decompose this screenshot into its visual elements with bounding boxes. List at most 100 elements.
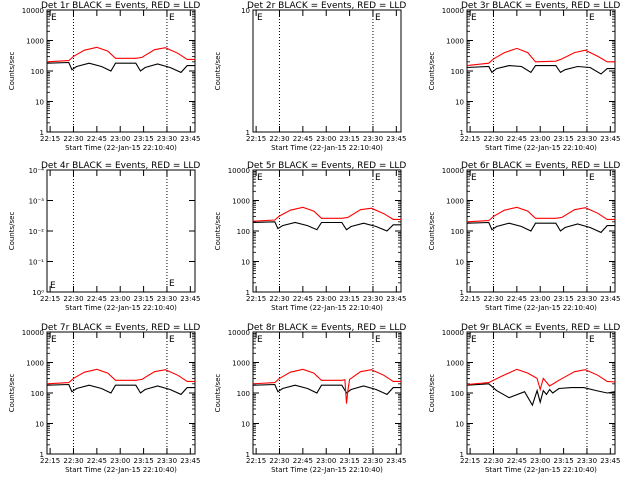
plot-title: Det 6r BLACK = Events, RED = LLD <box>461 161 620 171</box>
x-tick-label: 22:30 <box>483 135 503 143</box>
x-tick-label: 23:00 <box>316 295 336 303</box>
x-tick-label: 22:45 <box>293 457 313 465</box>
y-tick-label: 1 <box>40 129 44 137</box>
plot-frame <box>466 9 616 133</box>
y-axis-label: Counts/sec <box>428 212 436 251</box>
plot-frame <box>46 169 196 293</box>
event-flag-marker: E <box>257 13 263 23</box>
x-tick-label: 23:00 <box>316 457 336 465</box>
x-tick-label: 23:30 <box>577 295 597 303</box>
event-flag-marker: E <box>471 335 477 345</box>
event-flag-marker: E <box>589 13 595 23</box>
lld-series-line <box>252 206 401 222</box>
lld-series-line <box>466 368 616 392</box>
x-tick-label: 23:45 <box>386 135 406 143</box>
event-flag-marker: E <box>169 335 175 345</box>
x-tick-label: 23:15 <box>133 457 153 465</box>
x-tick-label: 23:15 <box>553 457 573 465</box>
plot-frame <box>252 9 402 133</box>
x-tick-label: 22:30 <box>269 295 289 303</box>
x-axis-label: Start Time (22-Jan-15 22:10:40) <box>271 144 383 152</box>
x-tick-label: 23:00 <box>530 457 550 465</box>
event-flag-marker: E <box>471 13 477 23</box>
event-flag-marker: E <box>375 335 381 345</box>
x-tick-label: 23:00 <box>110 295 130 303</box>
x-axis-label: Start Time (22-Jan-15 22:10:40) <box>271 466 383 474</box>
x-tick-label: 22:45 <box>293 295 313 303</box>
y-tick-label: 1 <box>246 129 250 137</box>
x-axis-label: Start Time (22-Jan-15 22:10:40) <box>485 466 597 474</box>
x-tick-label: 22:30 <box>483 295 503 303</box>
y-tick-label: 1000 <box>26 38 44 46</box>
x-tick-label: 23:30 <box>363 457 383 465</box>
x-tick-label: 23:00 <box>530 135 550 143</box>
plot-title: Det 8r BLACK = Events, RED = LLD <box>247 323 406 333</box>
x-tick-label: 23:15 <box>553 135 573 143</box>
event-flag-marker: E <box>589 173 595 183</box>
y-tick-label: 10 <box>241 7 250 15</box>
x-tick-label: 23:15 <box>339 295 359 303</box>
y-tick-label: 100 <box>237 228 250 236</box>
y-tick-label: 10000 <box>22 329 44 337</box>
lld-series-line <box>46 46 195 63</box>
lld-series-line <box>466 47 615 67</box>
event-flag-marker: E <box>51 13 57 23</box>
x-tick-label: 23:45 <box>386 295 406 303</box>
y-axis-label: Counts/sec <box>214 52 222 91</box>
x-tick-label: 23:45 <box>600 295 620 303</box>
y-tick-label: 1000 <box>232 360 250 368</box>
event-flag-marker: E <box>257 173 263 183</box>
x-tick-label: 22:45 <box>87 135 107 143</box>
lld-series-line <box>46 368 195 385</box>
plot-title: Det 3r BLACK = Events, RED = LLD <box>461 1 620 11</box>
x-tick-label: 22:15 <box>460 295 480 303</box>
panel-det-5r: Det 5r BLACK = Events, RED = LLD 1 10 100 10… <box>214 161 406 312</box>
y-tick-label: 1000 <box>446 38 464 46</box>
x-tick-label: 23:00 <box>530 295 550 303</box>
x-tick-label: 22:45 <box>507 135 527 143</box>
x-tick-label: 22:15 <box>40 135 60 143</box>
x-axis-label: Start Time (22-Jan-15 22:10:40) <box>65 144 177 152</box>
plot-title: Det 2r BLACK = Events, RED = LLD <box>247 1 406 11</box>
x-tick-label: 22:30 <box>63 457 83 465</box>
event-flag-marker: E <box>589 335 595 345</box>
y-axis-label: Counts/sec <box>8 212 16 251</box>
panel-det-3r: Det 3r BLACK = Events, RED = LLD 1 10 100 10… <box>428 1 620 152</box>
plot-title: Det 5r BLACK = Events, RED = LLD <box>247 161 406 171</box>
y-tick-label: 100 <box>31 390 44 398</box>
x-tick-label: 23:00 <box>316 135 336 143</box>
events-series-line <box>46 61 195 74</box>
events-series-line <box>466 221 615 234</box>
x-tick-label: 22:15 <box>40 457 60 465</box>
x-tick-label: 22:45 <box>87 295 107 303</box>
x-tick-label: 23:15 <box>339 135 359 143</box>
x-tick-label: 23:30 <box>577 135 597 143</box>
panel-det-6r: Det 6r BLACK = Events, RED = LLD 1 10 100 10… <box>428 161 620 312</box>
y-tick-label: 10000 <box>442 167 464 175</box>
plot-title: Det 4r BLACK = Events, RED = LLD <box>41 161 200 171</box>
y-tick-label: 10000 <box>228 329 250 337</box>
y-axis-label: Counts/sec <box>428 52 436 91</box>
x-tick-label: 22:30 <box>63 135 83 143</box>
lld-series-line <box>252 368 401 404</box>
panel-det-8r: Det 8r BLACK = Events, RED = LLD 1 10 100 10… <box>214 323 406 474</box>
y-tick-label: 1 <box>460 129 464 137</box>
plot-title: Det 1r BLACK = Events, RED = LLD <box>41 1 200 11</box>
y-tick-label: 1 <box>460 451 464 459</box>
x-axis-label: Start Time (22-Jan-15 22:10:40) <box>65 304 177 312</box>
x-tick-label: 23:45 <box>600 135 620 143</box>
x-tick-label: 23:30 <box>157 135 177 143</box>
y-tick-label: 100 <box>31 68 44 76</box>
panel-det-1r: Det 1r BLACK = Events, RED = LLD 1 10 100 10… <box>8 1 200 152</box>
x-axis-label: Start Time (22-Jan-15 22:10:40) <box>271 304 383 312</box>
plot-frame <box>252 331 402 455</box>
y-tick-label: 10⁻¹ <box>29 259 45 267</box>
y-axis-label: Counts/sec <box>214 212 222 251</box>
x-tick-label: 22:15 <box>460 457 480 465</box>
x-tick-label: 23:15 <box>133 135 153 143</box>
panel-det-4r: Det 4r BLACK = Events, RED = LLD 10⁰ 10⁻¹ 1… <box>8 161 200 312</box>
x-tick-label: 22:15 <box>246 295 266 303</box>
y-tick-label: 10⁻⁴ <box>29 167 45 175</box>
